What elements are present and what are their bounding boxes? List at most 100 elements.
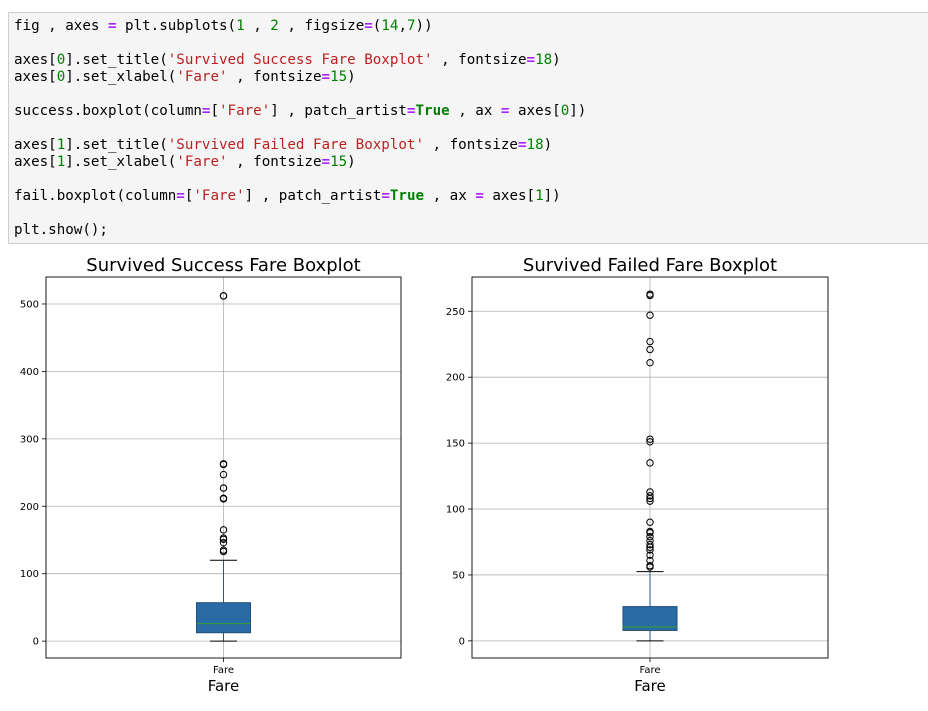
y-tick-label: 100	[20, 569, 39, 580]
outlier-point	[646, 311, 654, 319]
code-token: ].set_xlabel(	[65, 154, 177, 170]
outlier-point	[646, 492, 654, 500]
code-token: 1	[56, 154, 66, 170]
outlier-point	[646, 540, 654, 549]
outlier-point	[646, 488, 654, 496]
code-token: True	[389, 188, 425, 204]
code-line: axes[0].set_title('Survived Success Fare…	[14, 52, 561, 69]
code-token: 2	[270, 18, 279, 34]
outlier-point	[646, 337, 654, 346]
outlier-point	[646, 459, 654, 467]
outlier-point	[219, 534, 228, 542]
x-tick-label: Fare	[213, 665, 234, 676]
outlier-point	[219, 494, 228, 502]
outlier-point	[219, 484, 228, 492]
code-line: plt.show();	[14, 222, 108, 239]
outlier-point	[219, 470, 228, 479]
y-tick-label: 300	[20, 434, 39, 445]
code-token: axes[	[14, 69, 57, 85]
code-cell[interactable]: fig , axes = plt.subplots( 1 , 2 , figsiz…	[8, 12, 928, 244]
code-token: , ax	[449, 103, 501, 119]
outlier-point	[646, 290, 654, 298]
code-token: ] , patch_artist	[244, 188, 382, 204]
code-token: plt.subplots(	[116, 18, 237, 34]
code-token: =	[321, 154, 331, 170]
y-tick-label: 100	[446, 505, 465, 516]
code-token: 1	[56, 137, 66, 153]
iqr-box	[622, 606, 678, 631]
code-line: axes[1].set_xlabel('Fare' , fontsize=15)	[14, 154, 356, 171]
outlier-point	[219, 460, 228, 468]
code-token: =	[381, 188, 390, 204]
iqr-box	[196, 602, 251, 634]
code-token: axes[	[14, 52, 57, 68]
code-token: [	[210, 103, 220, 119]
outlier-point	[646, 556, 654, 565]
code-token: 18	[526, 137, 544, 153]
outlier-point	[219, 526, 228, 534]
code-token: axes[	[483, 188, 536, 204]
outlier-point	[646, 551, 654, 559]
code-token: fig , axes	[14, 18, 108, 34]
code-token: 'Fare'	[193, 188, 245, 204]
code-token: 'Fare'	[176, 154, 228, 170]
outlier-point	[219, 292, 228, 300]
outlier-point	[219, 538, 228, 547]
code-token: =	[364, 18, 373, 34]
code-token: 'Survived Success Fare Boxplot'	[167, 52, 433, 68]
code-token: success.boxplot(column	[14, 103, 202, 119]
outlier-point	[646, 536, 654, 545]
code-token: =	[107, 18, 117, 34]
outlier-point	[646, 438, 654, 446]
code-line: axes[1].set_title('Survived Failed Fare …	[14, 137, 552, 154]
code-token: 'Fare'	[176, 69, 228, 85]
y-tick-label: 500	[20, 299, 39, 310]
code-line: fail.boxplot(column=['Fare'] , patch_art…	[14, 188, 561, 205]
outlier-point	[646, 345, 654, 354]
code-token: )	[552, 52, 561, 68]
outlier-point	[646, 527, 654, 536]
code-token: 14	[381, 18, 399, 34]
y-tick-label: 0	[459, 636, 465, 647]
outlier-point	[646, 546, 654, 554]
code-token: )	[347, 154, 356, 170]
code-token: =	[500, 103, 510, 119]
chart-title: Survived Success Fare Boxplot	[86, 255, 360, 276]
code-line: axes[0].set_xlabel('Fare' , fontsize=15)	[14, 69, 356, 86]
code-token: axes[	[14, 137, 57, 153]
code-token: ))	[415, 18, 433, 34]
chart-title: Survived Failed Fare Boxplot	[523, 255, 777, 276]
code-token: fail.boxplot(column	[14, 188, 177, 204]
outlier-point	[646, 358, 654, 367]
code-token: ] , patch_artist	[270, 103, 407, 119]
code-token: 15	[330, 69, 348, 85]
code-token: 15	[330, 154, 348, 170]
code-token: axes[	[14, 154, 57, 170]
x-axis-label: Fare	[634, 677, 666, 695]
code-token: , fontsize	[432, 52, 527, 68]
code-token: True	[415, 103, 450, 119]
x-axis-label: Fare	[208, 677, 240, 695]
code-token: [	[184, 188, 194, 204]
code-token: =	[201, 103, 211, 119]
outlier-point	[219, 546, 228, 554]
code-token: =	[475, 188, 484, 204]
y-tick-label: 250	[446, 307, 465, 318]
code-token: ])	[543, 188, 561, 204]
code-token: , figsize	[278, 18, 365, 34]
code-token: ].set_title(	[65, 137, 168, 153]
x-tick-label: Fare	[639, 665, 660, 676]
outlier-point	[646, 518, 654, 526]
outlier-point	[646, 562, 654, 570]
code-token: 18	[535, 52, 553, 68]
code-line: success.boxplot(column=['Fare'] , patch_…	[14, 103, 586, 120]
code-token: =	[176, 188, 185, 204]
code-token: , ax	[424, 188, 476, 204]
code-token: ,	[398, 18, 407, 34]
y-tick-label: 150	[446, 439, 465, 450]
y-tick-label: 200	[20, 502, 39, 513]
outlier-point	[646, 435, 654, 443]
code-token: axes[	[509, 103, 561, 119]
